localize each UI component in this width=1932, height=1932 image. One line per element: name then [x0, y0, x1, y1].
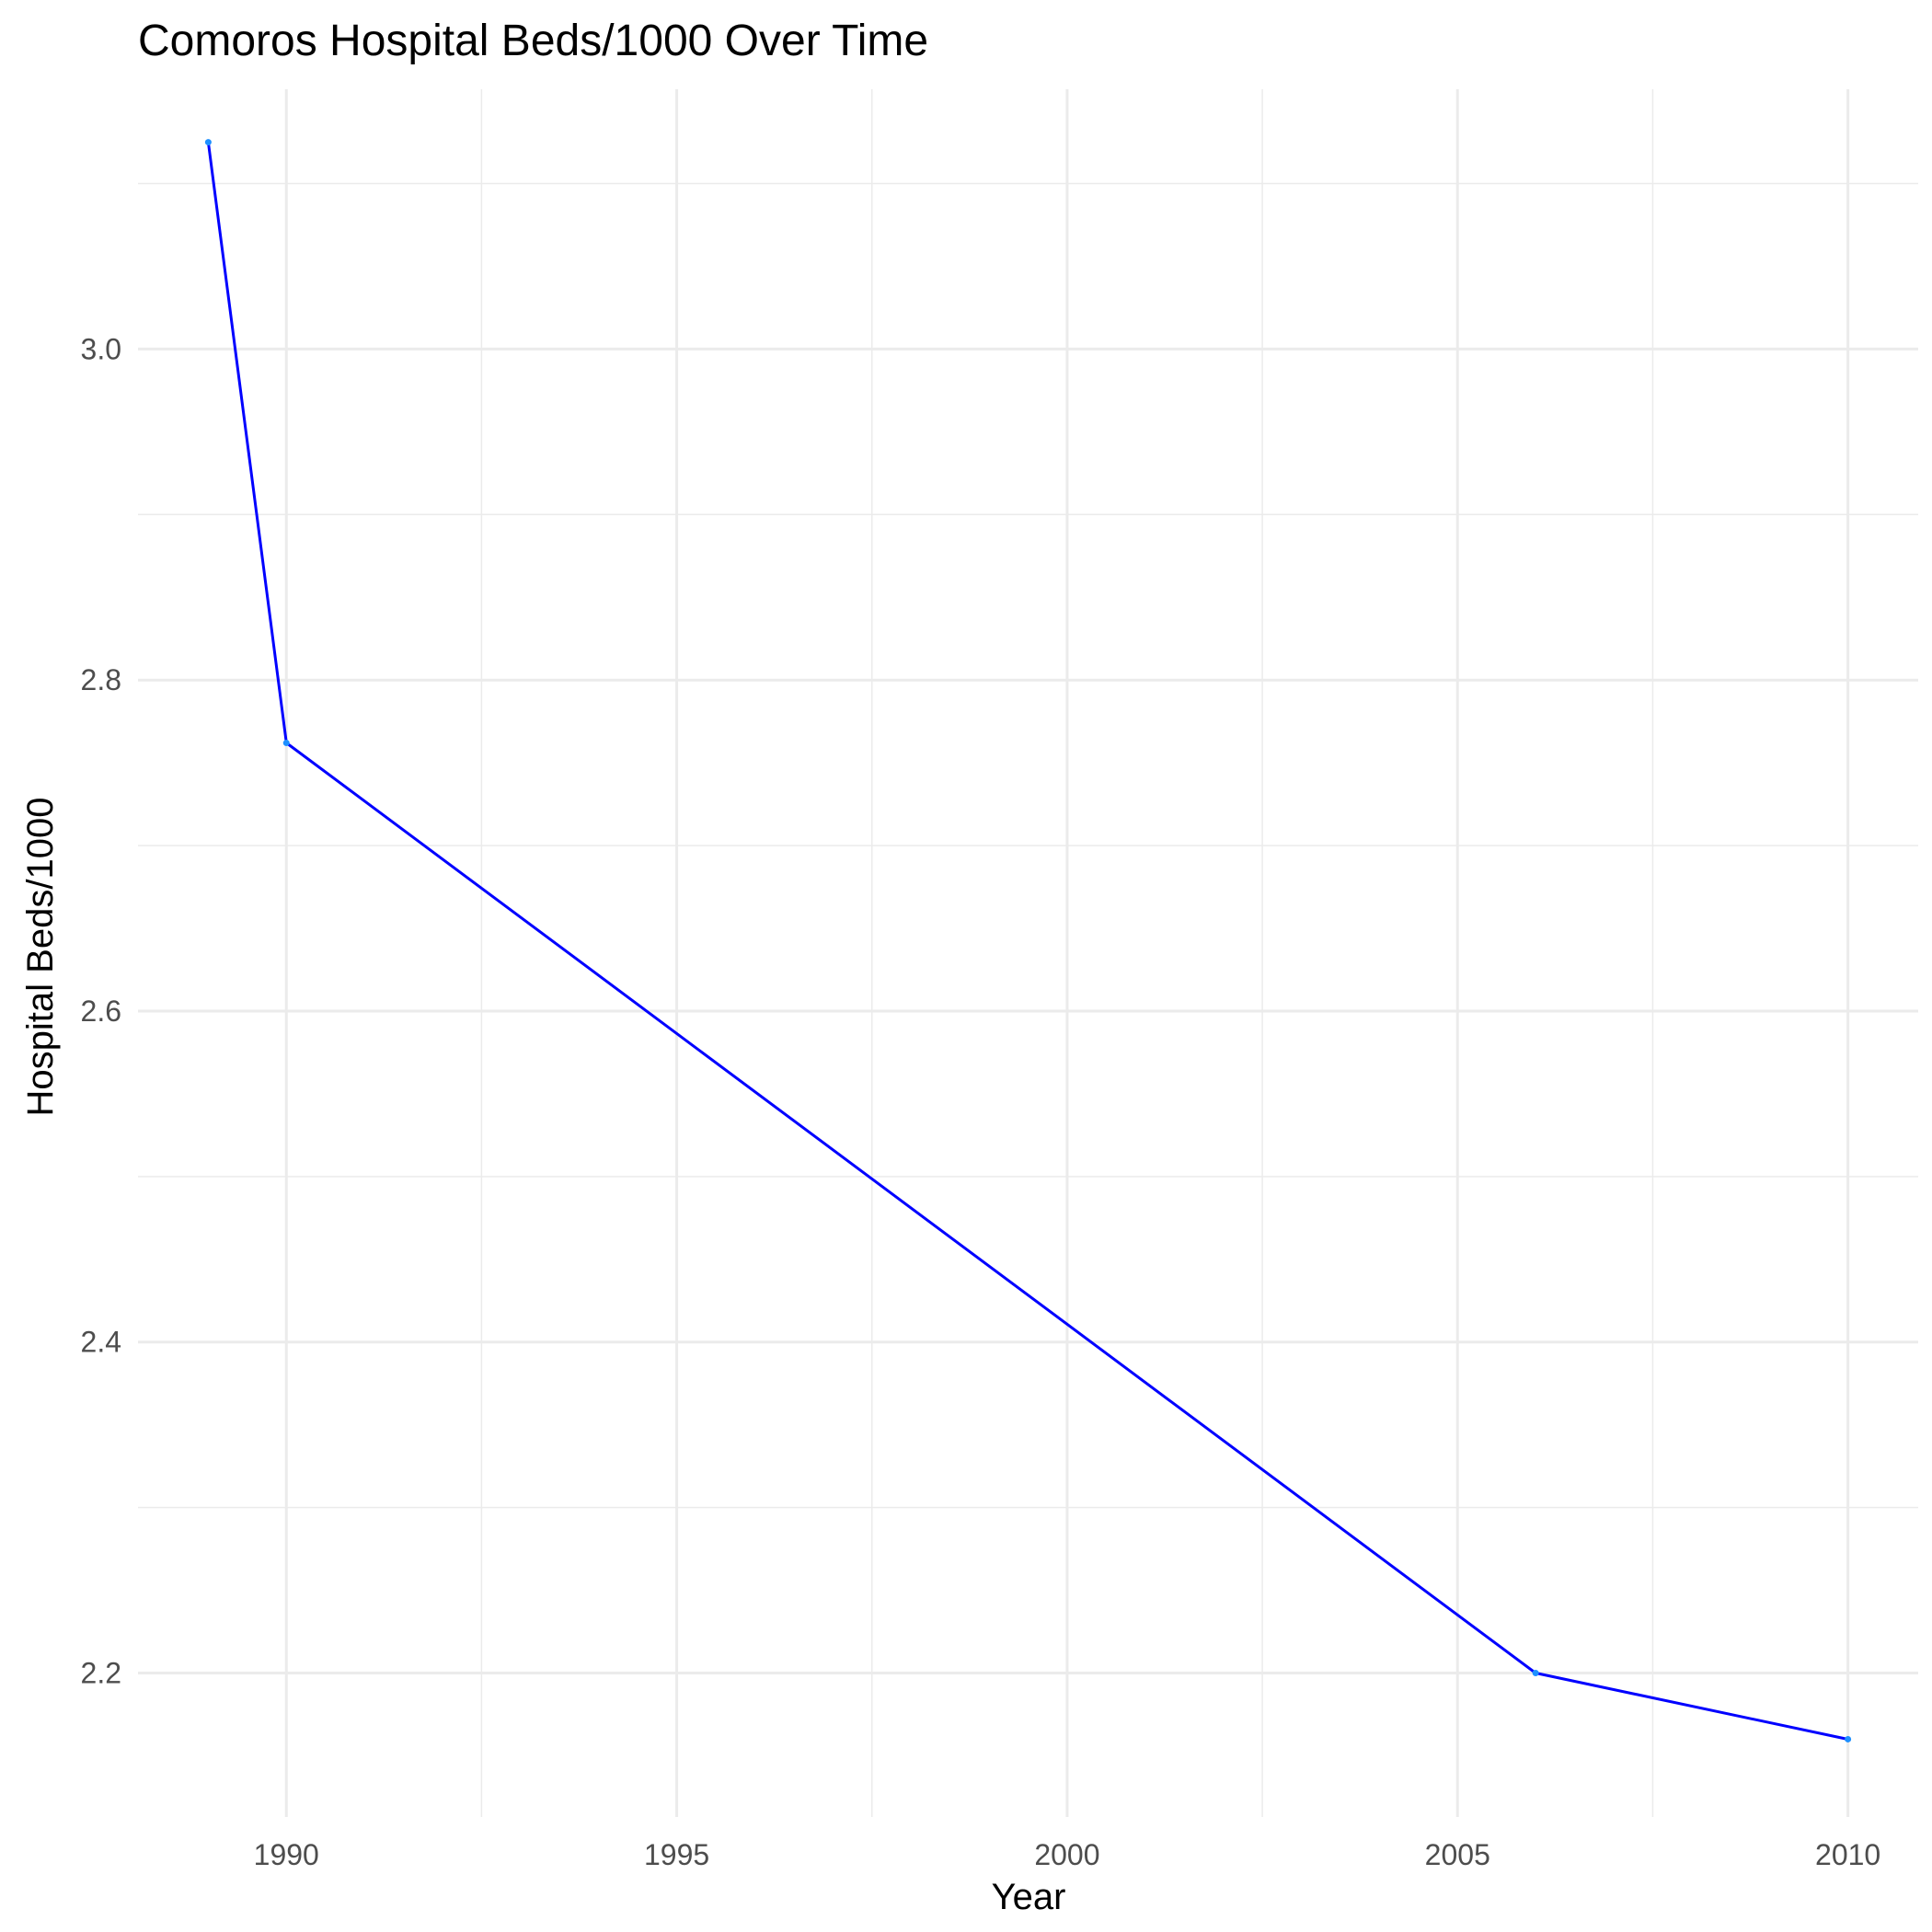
chart-title: Comoros Hospital Beds/1000 Over Time [138, 17, 928, 65]
series-line [206, 142, 1848, 1741]
y-tick-label: 2.6 [81, 995, 121, 1028]
x-tick-label: 1995 [644, 1838, 709, 1871]
data-point [1845, 1735, 1852, 1742]
y-axis-title: Hospital Beds/1000 [20, 798, 61, 1117]
y-tick-label: 2.2 [81, 1657, 121, 1690]
data-point [1532, 1670, 1539, 1676]
y-tick-labels: 2.2 2.4 2.6 2.8 3.0 [81, 332, 121, 1689]
data-point [204, 139, 212, 146]
x-tick-labels: 1990 1995 2000 2005 2010 [254, 1838, 1881, 1871]
y-tick-label: 2.4 [81, 1326, 121, 1359]
series-layer [204, 139, 1852, 1742]
grid-minor-layer [138, 89, 1918, 1817]
grid-major-layer [138, 89, 1918, 1817]
x-axis-title: Year [992, 1877, 1066, 1917]
x-tick-label: 2005 [1425, 1838, 1490, 1871]
x-tick-label: 1990 [254, 1838, 319, 1871]
x-tick-label: 2010 [1815, 1838, 1880, 1871]
y-tick-label: 3.0 [81, 332, 121, 365]
y-tick-label: 2.8 [81, 663, 121, 696]
x-tick-label: 2000 [1034, 1838, 1099, 1871]
data-point [282, 740, 290, 747]
